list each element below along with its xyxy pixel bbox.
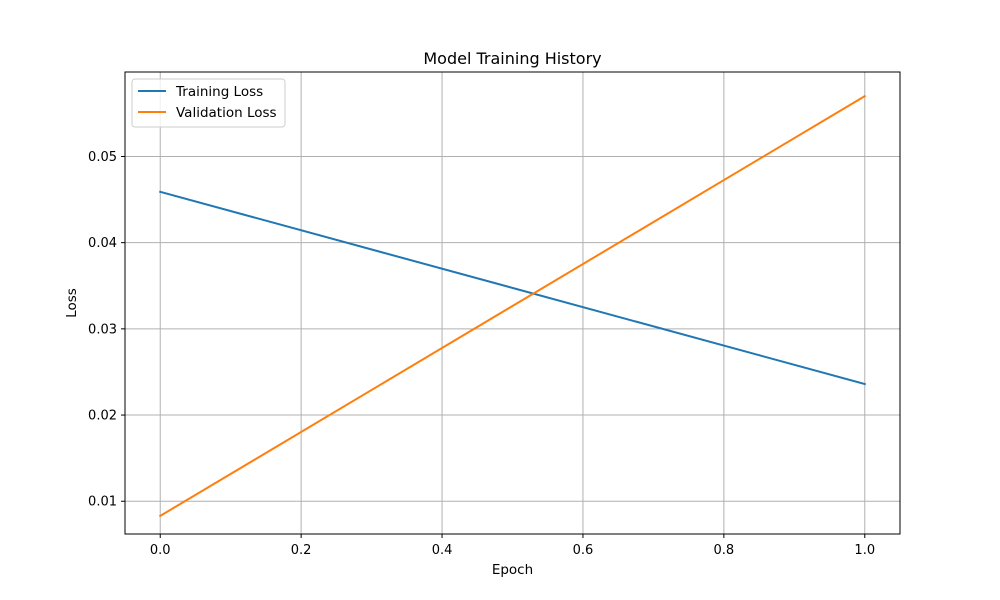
y-axis-label: Loss (64, 288, 80, 318)
y-tick-label: 0.04 (88, 236, 117, 251)
y-tick-label: 0.03 (88, 322, 117, 337)
series-line-validation-loss (158, 94, 867, 518)
x-tick-label: 0.6 (573, 543, 594, 558)
plot-frame (124, 71, 901, 535)
x-axis-label: Epoch (492, 562, 533, 578)
x-tick-label: 0.2 (291, 543, 312, 558)
series-line-training-loss (159, 190, 866, 386)
x-tick-label: 0.8 (714, 543, 735, 558)
legend: Training Loss Validation Loss (131, 78, 286, 128)
grid (125, 72, 900, 534)
chart-title: Model Training History (423, 49, 601, 68)
y-tick-label: 0.01 (88, 495, 117, 510)
x-tick-label: 1.0 (854, 543, 875, 558)
legend-box (131, 78, 286, 128)
y-tick-label: 0.02 (88, 409, 117, 424)
x-tick-label: 0.4 (432, 543, 453, 558)
y-axis-ticks: 0.01 0.02 0.03 0.04 0.05 (88, 150, 125, 510)
y-tick-label: 0.05 (88, 150, 117, 165)
legend-label-training-loss: Training Loss (175, 84, 263, 100)
legend-label-validation-loss: Validation Loss (176, 105, 277, 121)
x-tick-label: 0.0 (150, 543, 171, 558)
x-axis-ticks: 0.0 0.2 0.4 0.6 0.8 1.0 (150, 534, 875, 558)
series-layer (158, 94, 867, 518)
